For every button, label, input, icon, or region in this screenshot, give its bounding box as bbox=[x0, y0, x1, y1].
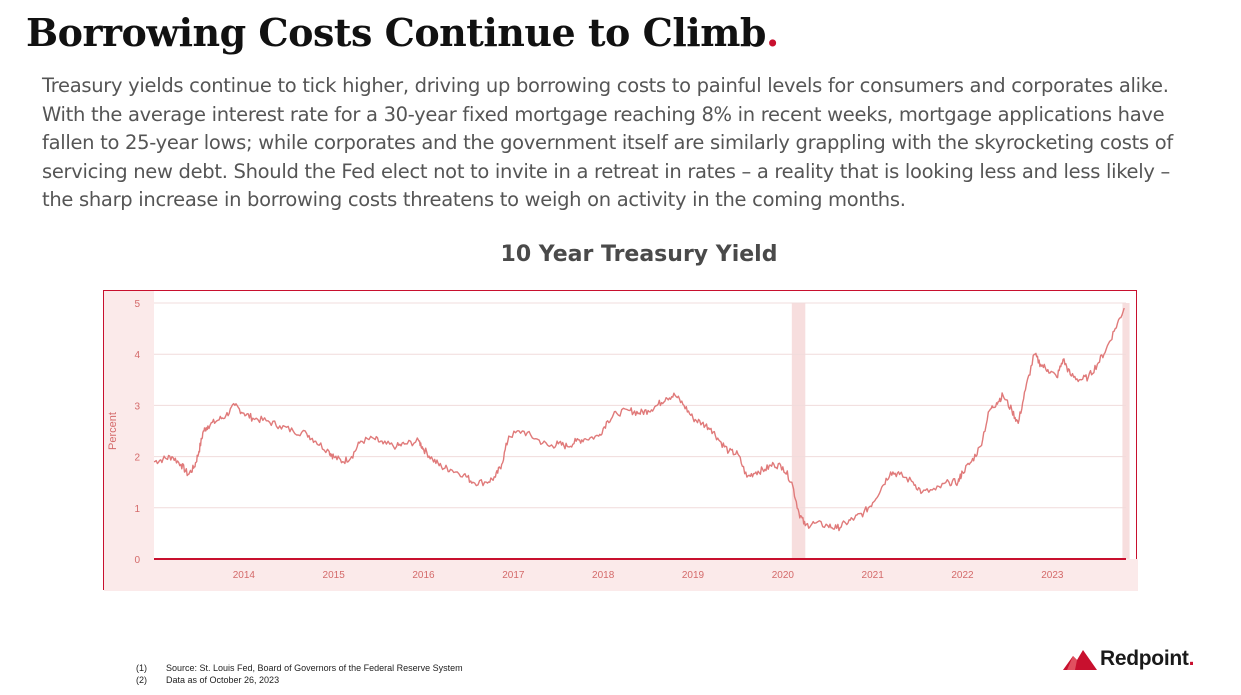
x-axis-band bbox=[104, 559, 1138, 591]
x-tick-label: 2015 bbox=[323, 570, 346, 581]
x-tick-label: 2014 bbox=[233, 570, 256, 581]
redpoint-mountain-icon bbox=[1063, 650, 1097, 670]
y-tick-label: 0 bbox=[134, 555, 140, 566]
y-tick-label: 4 bbox=[134, 350, 140, 361]
series-line-0 bbox=[153, 307, 1125, 532]
redpoint-logo: Redpoint. bbox=[1063, 644, 1194, 674]
y-tick-label: 1 bbox=[134, 504, 140, 515]
x-tick-label: 2021 bbox=[862, 570, 885, 581]
footnote-row: (1) Source: St. Louis Fed, Board of Gove… bbox=[136, 663, 463, 675]
logo-wordmark: Redpoint bbox=[1100, 647, 1189, 670]
y-tick-label: 3 bbox=[134, 401, 140, 412]
footnotes: (1) Source: St. Louis Fed, Board of Gove… bbox=[136, 663, 463, 686]
footnote-text: Data as of October 26, 2023 bbox=[166, 674, 280, 685]
chart-frame: 0 1 2 3 4 5 Percent 2014 2015 2016 2017 2018 2019 202… bbox=[103, 290, 1138, 591]
x-tick-label: 2016 bbox=[412, 570, 435, 581]
y-tick-label: 5 bbox=[134, 299, 140, 310]
footnote-number: (1) bbox=[136, 663, 147, 673]
page-title: Borrowing Costs Continue to Climb. bbox=[26, 10, 779, 55]
x-tick-label: 2023 bbox=[1041, 570, 1064, 581]
x-tick-label: 2018 bbox=[592, 570, 615, 581]
x-tick-label: 2019 bbox=[682, 570, 705, 581]
y-axis-band bbox=[104, 291, 154, 591]
logo-dot: . bbox=[1188, 647, 1195, 670]
footnote-number: (2) bbox=[136, 674, 147, 685]
chart-title: 10 Year Treasury Yield bbox=[500, 242, 778, 267]
shaded-period bbox=[1122, 303, 1130, 559]
page-title-text: Borrowing Costs Continue to Climb bbox=[26, 10, 766, 55]
line-chart: 0 1 2 3 4 5 Percent 2014 2015 2016 2017 2018 2019 202… bbox=[104, 291, 1138, 591]
footnote-row: (2) Data as of October 26, 2023 bbox=[136, 675, 463, 687]
x-tick-label: 2022 bbox=[951, 570, 974, 581]
logo-text: Redpoint. bbox=[1100, 647, 1194, 671]
shaded-period bbox=[791, 303, 806, 559]
intro-paragraph: Treasury yields continue to tick higher,… bbox=[42, 74, 1173, 211]
x-tick-label: 2017 bbox=[502, 570, 525, 581]
footnote-text: Source: St. Louis Fed, Board of Governor… bbox=[166, 663, 463, 673]
y-tick-label: 2 bbox=[134, 453, 140, 464]
y-axis-label: Percent bbox=[107, 412, 119, 450]
title-accent-dot: . bbox=[765, 10, 779, 55]
x-tick-label: 2020 bbox=[772, 570, 795, 581]
